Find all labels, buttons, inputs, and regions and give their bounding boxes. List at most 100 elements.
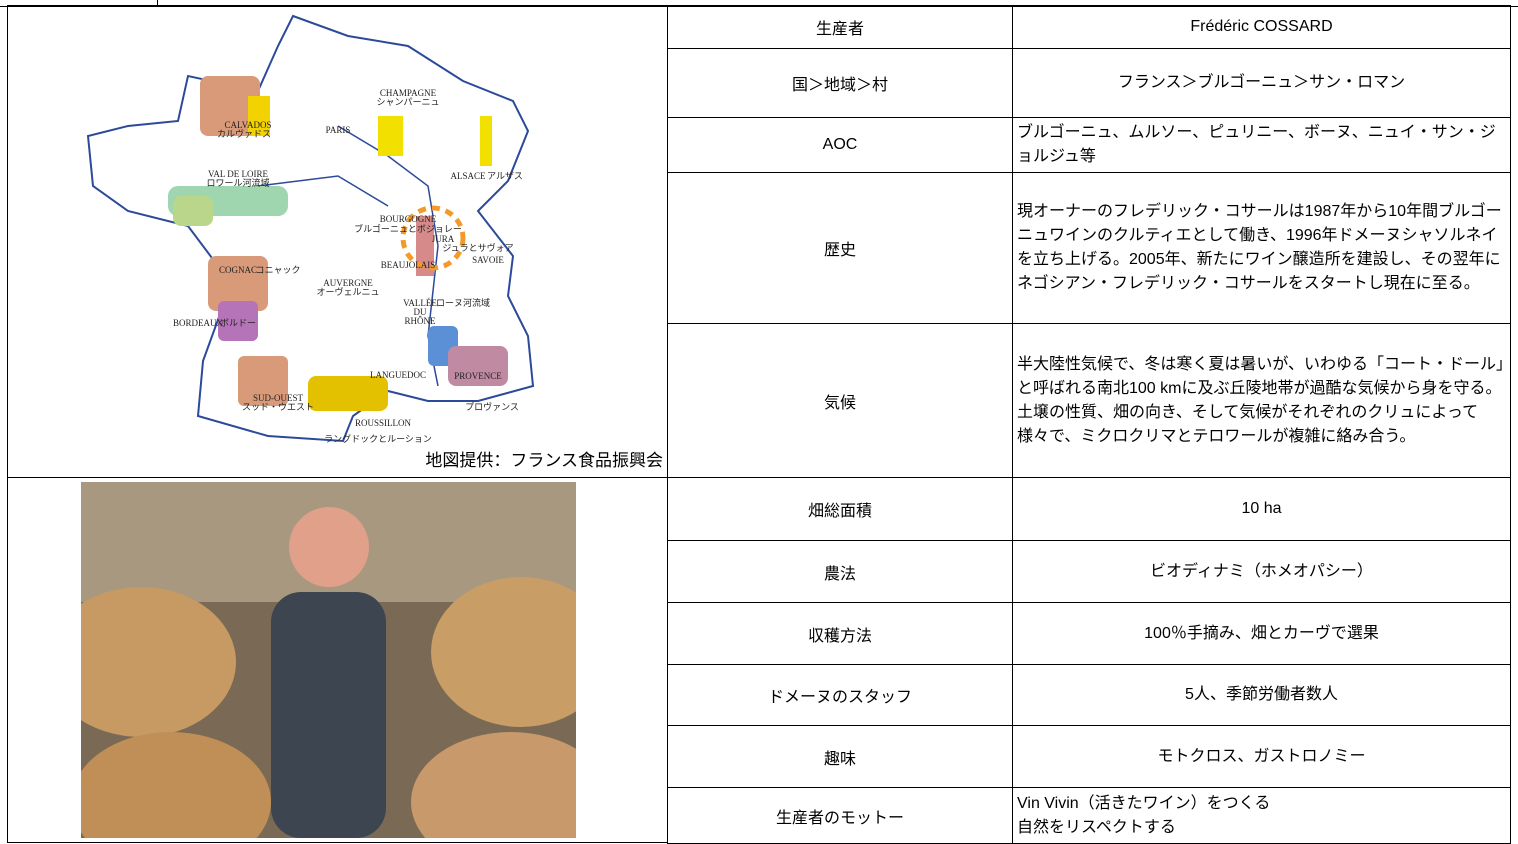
region-provence [448, 346, 508, 386]
map-label: ジュラとサヴォア [442, 242, 513, 253]
map-label: ボルドー [220, 318, 256, 328]
row-label: 気候 [667, 323, 1013, 478]
row-label-text: 収穫方法 [807, 627, 872, 645]
map-label: ローヌ河流域 [436, 297, 490, 308]
barrel [411, 732, 576, 838]
row-value: 現オーナーのフレデリック・コサールは1987年から10年間ブルゴーニュワインのク… [1012, 172, 1511, 324]
region-loire-west [173, 196, 213, 226]
map-label: VALLÉE [403, 298, 437, 308]
row-label-text: 歴史 [823, 242, 856, 259]
region-languedoc [308, 376, 388, 411]
map-label: ROUSSILLON [355, 418, 412, 428]
map-label: CALVADOS [224, 120, 271, 130]
map-label: プロヴァンス [465, 401, 519, 412]
row-value-text: モトクロス、ガストロノミー [1157, 747, 1366, 765]
row-value: Vin Vivin（活きたワイン）をつくる 自然をリスペクトする [1012, 787, 1511, 844]
row-value-text: 現オーナーのフレデリック・コサールは1987年から10年間ブルゴーニュワインのク… [1017, 203, 1502, 292]
map-cell: CHAMPAGNE シャンパーニュ CALVADOS カルヴァドス PARIS VAL D… [7, 5, 668, 478]
region-bourgogne [416, 216, 434, 276]
row-value-text: 10 ha [1241, 500, 1282, 517]
map-label: COGNAC [219, 265, 257, 275]
row-value-text: 半大陸性気候で、冬は寒く夏は暑いが、いわゆる「コート・ドール」と呼ばれる南北10… [1017, 355, 1505, 445]
map-caption: 地図提供：フランス食品振興会 [425, 451, 663, 470]
row-value-text: ブルゴーニュ、ムルソー、ピュリニー、ボーヌ、ニュイ・サン・ジョルジュ等 [1017, 124, 1496, 165]
map-label: JURA [432, 234, 455, 244]
row-value-text: Vin Vivin（活きたワイン）をつくる 自然をリスペクトする [1017, 794, 1271, 836]
barrel [81, 587, 236, 737]
row-value-text: 100％手摘み、畑とカーヴで選果 [1144, 624, 1379, 642]
row-label-text: AOC [822, 136, 858, 153]
photo [81, 482, 576, 838]
row-value: ビオディナミ（ホメオパシー） [1012, 540, 1511, 603]
region-bordeaux [218, 301, 258, 341]
row-value: ブルゴーニュ、ムルソー、ピュリニー、ボーヌ、ニュイ・サン・ジョルジュ等 [1012, 117, 1511, 173]
map-label: BORDEAUX [173, 318, 224, 328]
row-label: 生産者のモットー [667, 787, 1013, 844]
row-value: フランス＞ブルゴーニュ＞サン・ロマン [1012, 48, 1511, 118]
photo-cell [7, 477, 668, 843]
map-label: オーヴェルニュ [316, 286, 379, 297]
map-label: PARIS [326, 125, 351, 135]
map-label: PROVENCE [454, 371, 502, 381]
row-label-text: 生産者 [815, 21, 864, 38]
map-label: SUD-OUEST [253, 393, 304, 403]
map-label: アルザス [487, 171, 523, 181]
row-label: 歴史 [667, 172, 1013, 324]
strip-divider [157, 0, 158, 6]
map-label: ロワール河流域 [206, 177, 269, 188]
map-label: RHÔNE [405, 316, 437, 326]
map-label: ブルゴーニュとボジョレー [354, 223, 462, 234]
row-label-text: 国＞地域＞村 [791, 77, 888, 94]
map-label: ALSACE [450, 171, 486, 181]
top-strip [0, 0, 1518, 7]
row-label-text: 趣味 [823, 750, 856, 768]
map-label: BOURGOGNE [380, 214, 437, 224]
map-label: SAVOIE [472, 255, 504, 265]
row-value: 100％手摘み、畑とカーヴで選果 [1012, 602, 1511, 665]
row-value: 5人、季節労働者数人 [1012, 664, 1511, 726]
row-value-text: 5人、季節労働者数人 [1185, 686, 1338, 703]
row-value: Frédéric COSSARD [1012, 5, 1511, 49]
row-label-text: 生産者のモットー [775, 809, 904, 827]
row-label: AOC [667, 117, 1013, 173]
map-label: カルヴァドス [217, 128, 271, 139]
row-label-text: ドメーヌのスタッフ [767, 689, 912, 706]
row-label: 収穫方法 [667, 602, 1013, 665]
row-value: 半大陸性気候で、冬は寒く夏は暑いが、いわゆる「コート・ドール」と呼ばれる南北10… [1012, 323, 1511, 478]
row-value-text: フランス＞ブルゴーニュ＞サン・ロマン [1117, 74, 1406, 91]
map-label: シャンパーニュ [376, 97, 439, 107]
map-label: BEAUJOLAIS [381, 260, 436, 270]
region-sudouest [238, 356, 288, 406]
row-value: モトクロス、ガストロノミー [1012, 725, 1511, 788]
region-calvados [200, 76, 260, 136]
map-label: CHAMPAGNE [380, 88, 437, 98]
barrel [81, 732, 271, 838]
map-label: VAL DE LOIRE [208, 169, 268, 179]
france-outline [86, 14, 535, 443]
barrel [431, 577, 576, 727]
region-calvados-yellow [248, 96, 270, 136]
person-head [289, 507, 369, 587]
row-label: 生産者 [667, 5, 1013, 49]
map-label: AUVERGNE [323, 278, 373, 288]
map-label: スッド・ウエスト [242, 402, 314, 412]
person-body [271, 592, 386, 838]
region-alsace [480, 116, 492, 166]
row-label: 農法 [667, 540, 1013, 603]
row-label: 畑総面積 [667, 477, 1013, 541]
map-label: コニャック [255, 265, 300, 275]
row-label-text: 気候 [823, 394, 856, 412]
row-label: 国＞地域＞村 [667, 48, 1013, 118]
region-cognac [208, 256, 268, 311]
row-label-text: 農法 [823, 565, 856, 583]
map-label: DU [414, 307, 427, 317]
row-label: 趣味 [667, 725, 1013, 788]
map-label: LANGUEDOC [370, 370, 426, 380]
row-value-text: Frédéric COSSARD [1190, 18, 1333, 35]
row-value-text: ビオディナミ（ホメオパシー） [1150, 562, 1373, 580]
region-champagne [378, 116, 403, 156]
highlight-circle [400, 205, 466, 271]
row-value: 10 ha [1012, 477, 1511, 541]
